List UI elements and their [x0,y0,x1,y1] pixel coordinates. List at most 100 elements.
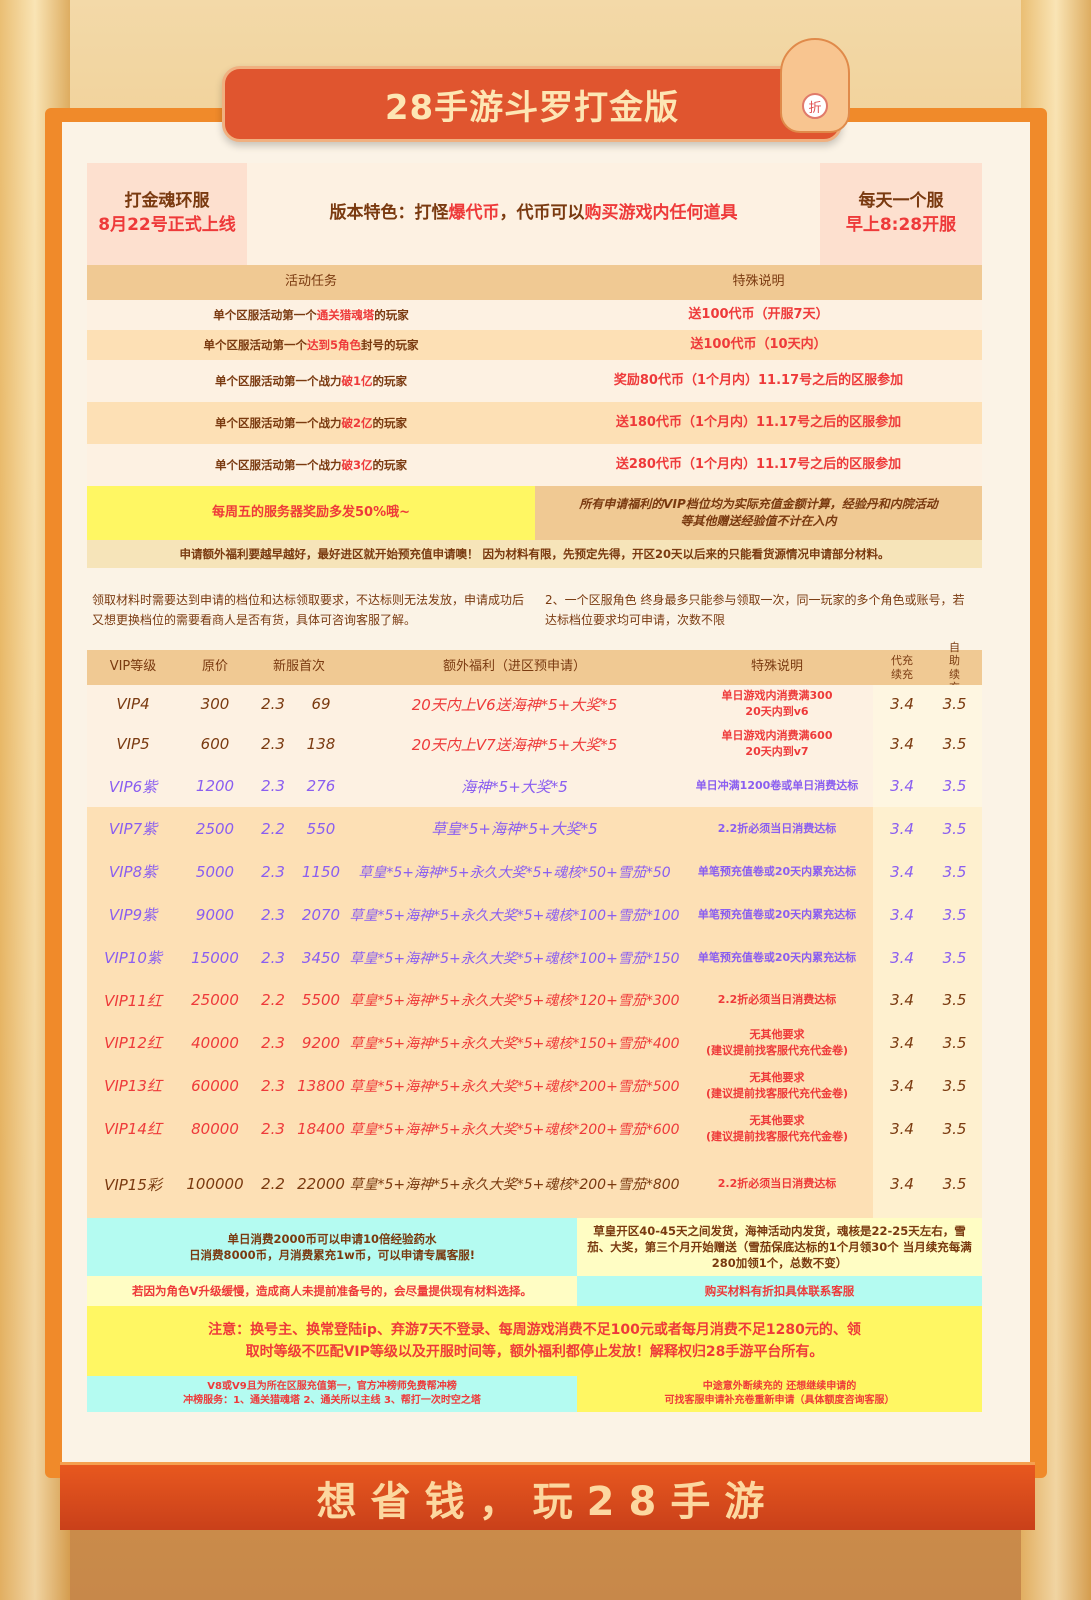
vip-price: 2500 [195,819,235,838]
vip-note: 无其他要求 (建议提前找客服代充代金卷) [705,1113,849,1143]
vip-dc: 3.4 [890,1076,914,1095]
vip-zz: 3.5 [942,905,967,924]
slow-upgrade-note: 若因为角色V升级缓慢，造成商人未提前准备号的，会尽量提供现有材料选择。 [87,1276,577,1306]
activity-task-text: 通关猎魂塔 [316,307,375,322]
delivery-note: 草皇开区40-45天之间发货，海神活动内发货，魂核是22-25天左右，雪茄、大奖… [577,1218,982,1276]
vip-rate: 2.3 [261,1119,285,1138]
vip-rate: 2.3 [261,1033,285,1052]
vip-bonus: 草皇*5+海神*5+大奖*5 [431,820,598,838]
vip-header-price: 原价 [201,659,228,675]
activity-task-text: 单个区服活动第一个战力 [214,415,342,430]
vip-zz: 3.5 [942,819,967,838]
vip-row: VIP12红 40000 2.3 9200 草皇*5+海神*5+永久大奖*5+魂核*15… [87,1021,982,1064]
launch-info: 打金魂环服 8月22号正式上线 [87,163,247,265]
rank-service-note: V8或V9且为所在区服充值第一，官方冲榜师免费帮冲榜 冲榜服务：1、通关猎魂塔 … [87,1376,577,1412]
vip-note: 2.2折必须当日消费达标 [717,1177,837,1191]
title-banner: 28手游斗罗打金版 [222,66,842,142]
discount-note: 购买材料有折扣具体联系客服 [577,1276,982,1306]
vip-price: 80000 [191,1119,239,1138]
vip-rate: 2.3 [261,735,285,753]
vip-dc: 3.4 [890,991,914,1009]
launch-date: 8月22号正式上线 [98,215,236,235]
vip-zz: 3.5 [942,948,967,967]
vip-row: VIP4 300 2.3 69 20天内上V6送海神*5+大奖*5 单日游戏内消费满300… [87,685,982,723]
activity-task-text: 的玩家 [374,307,409,322]
vip-rate: 2.3 [261,948,285,967]
vip-note: 单日游戏内消费满300 20天内到v6 [721,689,833,718]
activity-row: 单个区服活动第一个战力 破2亿 的玩家 送180代币（1个月内）11.17号之后的区服… [87,402,982,444]
vip-note: 2.2折必须当日消费达标 [717,993,837,1007]
vip-rate: 2.3 [261,1076,285,1095]
vip-zz: 3.5 [942,1076,967,1095]
vip-dc: 3.4 [890,735,914,753]
vip-rows-bg-light [87,685,982,807]
activity-task-text: 破1亿 [341,373,373,388]
vip-level: VIP8紫 [108,863,158,881]
vip-price: 5000 [195,862,235,881]
vip-rate: 2.2 [261,1175,285,1193]
schedule-label: 每天一个服 [858,191,944,212]
apply-early-note: 申请额外福利要越早越好，最好进区就开始预充值申请噢！ 因为材料有限，先预定先得，… [87,540,982,568]
vip-first: 69 [311,695,331,713]
vip-row: VIP8紫 5000 2.3 1150 草皇*5+海神*5+永久大奖*5+魂核*50+雪… [87,850,982,893]
footer-slogan: 想省钱，玩28手游 [316,1478,779,1525]
vip-rate: 2.2 [261,991,285,1009]
activity-task-text: 单个区服活动第一个 [203,337,307,352]
activity-task: 单个区服活动第一个 通关猎魂塔 的玩家 [87,300,535,330]
activity-task-text: 单个区服活动第一个战力 [214,457,342,472]
vip-level: VIP10紫 [104,949,162,967]
vip-rate: 2.3 [261,695,285,713]
vip-note: 单笔预充值卷或20天内累充达标 [697,907,857,921]
activity-task-text: 单个区服活动第一个战力 [214,373,342,388]
feature-text: 版本特色：打怪 [329,203,449,224]
vip-zz: 3.5 [942,862,967,881]
activity-row: 单个区服活动第一个 通关猎魂塔 的玩家 送100代币（开服7天） [87,300,982,330]
vip-row: VIP9紫 9000 2.3 2070 草皇*5+海神*5+永久大奖*5+魂核*100+… [87,893,982,936]
server-type: 打金魂环服 [124,191,210,212]
activity-header [87,265,982,300]
vip-dc: 3.4 [890,695,914,713]
vip-header-vip-level: VIP等级 [109,659,157,675]
vip-rate: 2.2 [261,819,285,838]
vip-bonus: 草皇*5+海神*5+永久大奖*5+魂核*200+雪茄*600 [349,1121,680,1138]
vip-bonus: 20天内上V6送海神*5+大奖*5 [411,695,618,714]
renew-columns-bg [873,685,982,1218]
vip-dc: 3.4 [890,1175,914,1193]
vip-header-agent-renew: 代充续充 [891,654,913,681]
footer-banner: 想省钱，玩28手游 [60,1462,1035,1530]
vip-bonus: 草皇*5+海神*5+永久大奖*5+魂核*200+雪茄*500 [349,1078,680,1095]
vip-header-self-renew: 自助续充 [949,641,960,694]
vip-first: 138 [306,735,336,753]
vip-bonus: 草皇*5+海神*5+永久大奖*5+魂核*100+雪茄*150 [349,950,680,967]
vip-zz: 3.5 [942,695,967,713]
vip-dc: 3.4 [890,1119,914,1138]
vip-note: 单日游戏内消费满600 20天内到v7 [721,729,833,758]
vip-level: VIP14红 [104,1120,162,1138]
activity-task-text: 的玩家 [372,415,408,430]
activity-reward: 送100代币（开服7天） [688,306,829,322]
vip-first: 550 [306,819,336,838]
vip-rate: 2.3 [261,777,285,795]
vip-header-special-note: 特殊说明 [750,659,803,675]
vip-rows-bg-peach [87,807,982,1218]
activity-task-header: 活动任务 [284,274,337,290]
vip-first: 276 [306,777,336,795]
vip-price: 15000 [191,948,239,967]
vip-zz: 3.5 [942,1033,967,1052]
vip-first: 22000 [297,1175,345,1193]
activity-note-header: 特殊说明 [732,274,785,290]
renew-note: 中途意外断续充的 还想继续申请的 可找客服申请补充卷重新申请（具体额度咨询客服） [577,1376,982,1412]
vip-dc: 3.4 [890,1033,914,1052]
vip-level: VIP12红 [104,1034,162,1052]
activity-reward: 奖励80代币（1个月内）11.17号之后的区服参加 [613,372,904,388]
vip-price: 60000 [191,1076,239,1095]
feature-text: ，代币可以 [499,203,585,224]
activity-row: 单个区服活动第一个 达到5角色 封号的玩家 送100代币（10天内） [87,330,982,360]
vip-row: VIP15彩 100000 2.2 22000 草皇*5+海神*5+永久大奖*5+魂核*… [87,1150,982,1218]
vip-price: 1200 [195,777,235,795]
activity-task: 单个区服活动第一个战力 破3亿 的玩家 [87,444,535,486]
activity-reward: 送100代币（10天内） [690,336,827,352]
vip-bonus: 草皇*5+海神*5+永久大奖*5+魂核*200+雪茄*800 [349,1177,680,1193]
page-title: 28手游斗罗打金版 [384,87,680,128]
vip-level: VIP13红 [104,1077,162,1095]
